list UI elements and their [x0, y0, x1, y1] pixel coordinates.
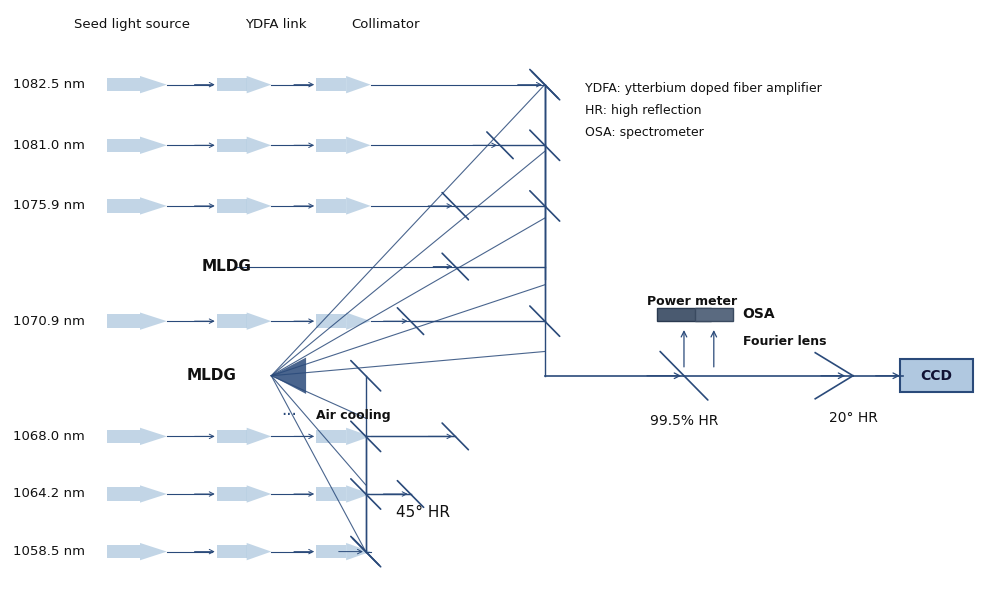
FancyBboxPatch shape	[107, 139, 140, 152]
Text: Fourier lens: Fourier lens	[743, 335, 826, 348]
FancyBboxPatch shape	[316, 315, 346, 328]
Text: Air cooling: Air cooling	[316, 409, 391, 422]
Text: Collimator: Collimator	[351, 18, 420, 31]
FancyBboxPatch shape	[107, 200, 140, 212]
FancyBboxPatch shape	[217, 78, 247, 91]
Polygon shape	[140, 428, 167, 445]
Text: 1075.9 nm: 1075.9 nm	[13, 200, 85, 212]
FancyBboxPatch shape	[107, 487, 140, 501]
Polygon shape	[346, 76, 371, 93]
Polygon shape	[140, 313, 167, 330]
Polygon shape	[140, 136, 167, 154]
FancyBboxPatch shape	[316, 545, 346, 558]
Polygon shape	[247, 543, 271, 560]
FancyBboxPatch shape	[217, 139, 247, 152]
Text: 99.5% HR: 99.5% HR	[650, 414, 718, 428]
Bar	[657, 308, 711, 321]
Text: 1070.9 nm: 1070.9 nm	[13, 315, 85, 327]
Text: 1081.0 nm: 1081.0 nm	[13, 139, 85, 152]
FancyBboxPatch shape	[107, 315, 140, 328]
Text: 1082.5 nm: 1082.5 nm	[13, 78, 85, 91]
FancyBboxPatch shape	[217, 200, 247, 212]
Bar	[695, 308, 733, 321]
Text: 1058.5 nm: 1058.5 nm	[13, 545, 85, 558]
Polygon shape	[140, 197, 167, 215]
Polygon shape	[346, 136, 371, 154]
FancyBboxPatch shape	[107, 78, 140, 91]
Text: CCD: CCD	[921, 369, 953, 382]
Text: 1068.0 nm: 1068.0 nm	[13, 430, 84, 443]
Polygon shape	[247, 485, 271, 502]
FancyBboxPatch shape	[316, 487, 346, 501]
FancyBboxPatch shape	[217, 487, 247, 501]
Polygon shape	[140, 76, 167, 93]
FancyBboxPatch shape	[217, 430, 247, 443]
Text: YDFA link: YDFA link	[246, 18, 307, 31]
FancyBboxPatch shape	[316, 78, 346, 91]
Polygon shape	[346, 543, 371, 560]
FancyBboxPatch shape	[316, 139, 346, 152]
Text: YDFA: ytterbium doped fiber amplifier
HR: high reflection
OSA: spectrometer: YDFA: ytterbium doped fiber amplifier HR…	[585, 81, 821, 138]
Polygon shape	[247, 197, 271, 215]
Text: 20° HR: 20° HR	[829, 411, 877, 425]
Text: Seed light source: Seed light source	[74, 18, 190, 31]
Text: MLDG: MLDG	[187, 368, 237, 383]
FancyBboxPatch shape	[217, 545, 247, 558]
Polygon shape	[140, 543, 167, 560]
Text: ···: ···	[281, 406, 297, 424]
Text: MLDG: MLDG	[202, 259, 252, 274]
Polygon shape	[247, 428, 271, 445]
Polygon shape	[140, 485, 167, 502]
Polygon shape	[247, 313, 271, 330]
FancyBboxPatch shape	[316, 200, 346, 212]
FancyBboxPatch shape	[107, 430, 140, 443]
Polygon shape	[247, 136, 271, 154]
Polygon shape	[346, 197, 371, 215]
FancyBboxPatch shape	[316, 430, 346, 443]
Polygon shape	[247, 76, 271, 93]
Text: OSA: OSA	[743, 307, 775, 321]
Text: 1064.2 nm: 1064.2 nm	[13, 488, 85, 501]
FancyBboxPatch shape	[217, 315, 247, 328]
FancyBboxPatch shape	[900, 359, 973, 392]
Polygon shape	[346, 313, 371, 330]
Text: 45° HR: 45° HR	[396, 505, 450, 520]
FancyBboxPatch shape	[107, 545, 140, 558]
Polygon shape	[271, 357, 306, 394]
Text: Power meter: Power meter	[647, 294, 737, 308]
Polygon shape	[346, 485, 371, 502]
Polygon shape	[346, 428, 371, 445]
